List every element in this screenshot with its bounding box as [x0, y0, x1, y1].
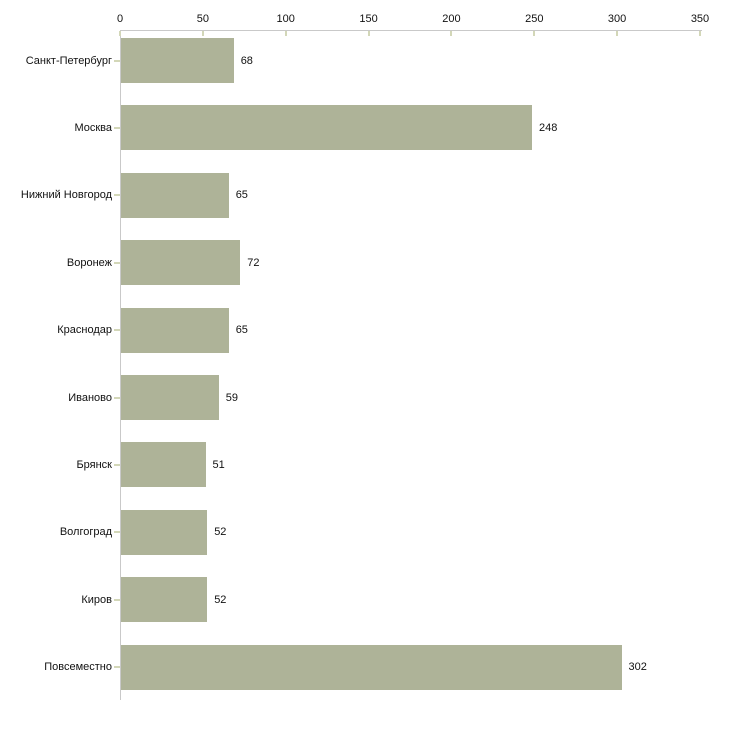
- bar: [121, 375, 219, 420]
- x-axis-tick-mark: [616, 31, 619, 36]
- category-label: Москва: [74, 121, 112, 134]
- category-label: Санкт-Петербург: [25, 54, 112, 67]
- x-axis-tick-label: 300: [607, 13, 627, 25]
- bar: [121, 644, 622, 690]
- x-axis-tick-mark: [533, 31, 536, 36]
- category-tick-mark: [114, 59, 120, 62]
- x-axis-tick-mark: [699, 31, 701, 36]
- category-label: Иваново: [68, 391, 112, 404]
- category-label: Волгоград: [59, 526, 112, 539]
- value-label: 302: [628, 661, 647, 674]
- category-label: Киров: [81, 593, 112, 606]
- x-axis-tick-mark: [450, 31, 453, 36]
- category-tick-mark: [114, 329, 120, 332]
- value-label: 65: [235, 189, 248, 202]
- x-axis-tick-mark: [367, 31, 370, 36]
- category-label: Брянск: [76, 458, 112, 471]
- bar: [121, 509, 208, 555]
- category-tick-mark: [114, 463, 120, 466]
- bar: [121, 172, 229, 218]
- category-tick-mark: [114, 194, 120, 197]
- category-tick-mark: [114, 666, 120, 669]
- value-label: 59: [225, 391, 239, 404]
- bar: [121, 240, 241, 286]
- category-label: Краснодар: [57, 324, 112, 337]
- value-label: 51: [212, 458, 225, 471]
- x-axis-line: [120, 30, 702, 31]
- x-axis-tick-label: 200: [442, 13, 461, 25]
- bar: [121, 442, 206, 488]
- x-axis-tick-label: 250: [525, 13, 544, 25]
- value-label: 72: [247, 256, 260, 269]
- x-axis-tick-label: 350: [690, 13, 710, 25]
- x-axis-tick-label: 50: [196, 13, 210, 25]
- x-axis-tick-mark: [284, 31, 287, 36]
- bar: [121, 307, 229, 353]
- category-tick-mark: [114, 261, 120, 264]
- category-tick-mark: [114, 126, 120, 129]
- x-axis-tick-mark: [119, 31, 121, 36]
- category-label: Воронеж: [66, 256, 112, 269]
- value-label: 248: [539, 121, 558, 134]
- category-tick-mark: [114, 531, 120, 534]
- value-label: 65: [235, 324, 248, 337]
- category-tick-mark: [114, 598, 120, 601]
- bar: [121, 577, 208, 623]
- x-axis-tick-label: 150: [359, 13, 378, 25]
- bar: [121, 38, 234, 83]
- value-label: 68: [240, 54, 253, 67]
- bar: [121, 105, 532, 151]
- category-tick-mark: [114, 396, 120, 399]
- value-label: 52: [214, 593, 227, 606]
- x-axis-tick-label: 100: [276, 13, 295, 25]
- category-label: Нижний Новгород: [20, 189, 112, 202]
- x-axis-tick-mark: [201, 31, 204, 36]
- x-axis-tick-label: 0: [116, 13, 124, 25]
- y-axis-line: [120, 30, 121, 700]
- category-label: Повсеместно: [44, 661, 112, 674]
- value-label: 52: [214, 526, 227, 539]
